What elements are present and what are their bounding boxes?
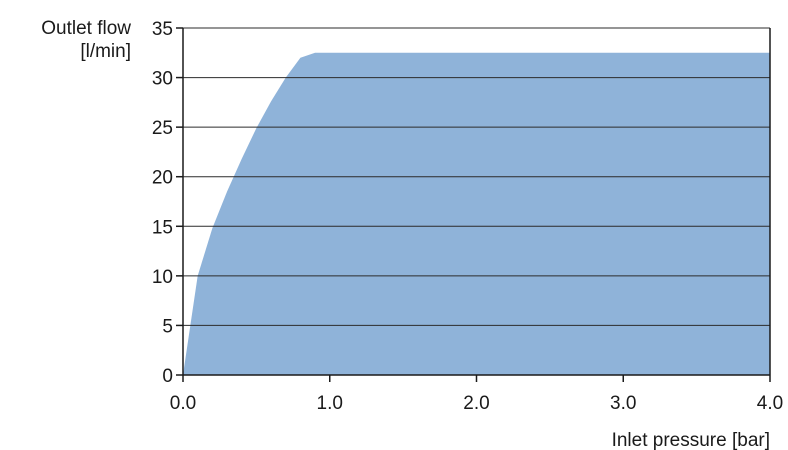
y-axis-title-line-1: Outlet flow (41, 18, 131, 39)
axis-layer (176, 27, 771, 382)
y-tick-label-20: 20 (152, 168, 173, 189)
y-tick-label-30: 30 (152, 69, 173, 90)
x-tick-label-1: 1.0 (317, 393, 343, 414)
y-tick-label-15: 15 (152, 217, 173, 238)
x-axis-title: Inlet pressure [bar] (612, 430, 770, 450)
y-tick-label-25: 25 (152, 118, 173, 139)
x-tick-label-3: 3.0 (610, 393, 636, 414)
label-layer: 0 5 10 15 20 25 30 35 0.0 1.0 2.0 3.0 4.0 (152, 19, 783, 414)
y-tick-label-0: 0 (162, 366, 173, 387)
y-tick-label-35: 35 (152, 19, 173, 40)
area-layer (183, 52, 770, 376)
x-tick-label-2: 2.0 (463, 393, 489, 414)
y-axis-title-line-2: [l/min] (80, 41, 131, 62)
flow-area-series-0 (183, 52, 770, 376)
y-tick-label-10: 10 (152, 267, 173, 288)
x-tick-label-4: 4.0 (757, 393, 783, 414)
x-tick-label-0: 0.0 (170, 393, 196, 414)
y-tick-label-5: 5 (162, 316, 173, 337)
grid-layer (183, 27, 770, 326)
